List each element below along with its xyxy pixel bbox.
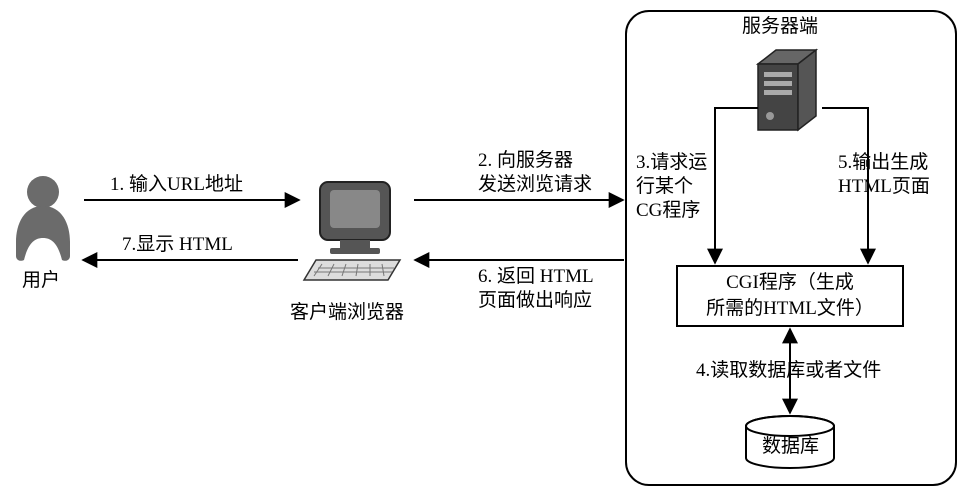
browser-icon [300, 178, 412, 288]
cgi-label-line2: 所需的HTML文件） [706, 298, 874, 319]
edge3-label-l1: 3.请求运 [636, 150, 707, 176]
edge5-label-l2: HTML页面 [838, 174, 930, 200]
cgi-label-line1: CGI程序（生成 [726, 272, 854, 293]
diagram-canvas: 服务器端 用户 客户端浏览器 [0, 0, 973, 500]
server-container-label: 服务器端 [742, 14, 818, 40]
edge3-label-l2: 行某个 [636, 174, 693, 200]
server-icon [748, 46, 832, 138]
edge7-label: 7.显示 HTML [122, 232, 233, 258]
database-label: 数据库 [762, 434, 818, 460]
edge5-label-l1: 5.输出生成 [838, 150, 928, 176]
edge2-label-l2: 发送浏览请求 [478, 172, 592, 198]
browser-label: 客户端浏览器 [290, 300, 404, 326]
edge2-label-l1: 2. 向服务器 [478, 148, 573, 174]
user-icon [10, 172, 76, 262]
edge1-label: 1. 输入URL地址 [110, 172, 243, 198]
edge6-label-l2: 页面做出响应 [478, 288, 592, 314]
edge6-label-l1: 6. 返回 HTML [478, 264, 594, 290]
user-label: 用户 [22, 268, 60, 294]
edge4-label: 4.读取数据库或者文件 [696, 358, 881, 384]
edge3-label-l3: CG程序 [636, 198, 700, 224]
cgi-box: CGI程序（生成 所需的HTML文件） [676, 265, 904, 327]
